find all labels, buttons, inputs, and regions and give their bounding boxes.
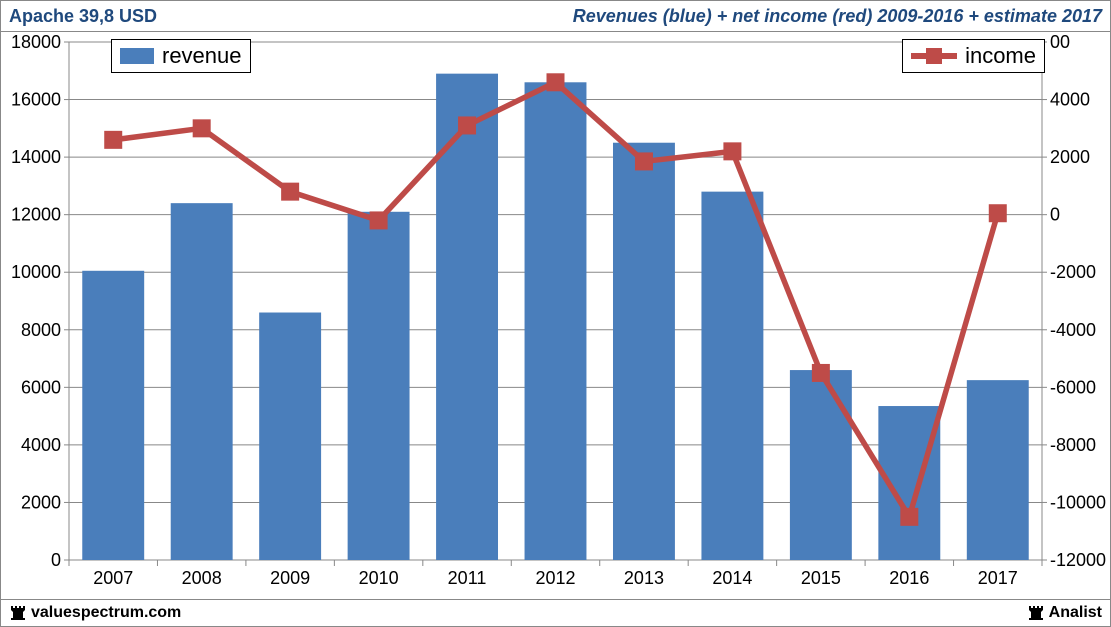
income-marker-2013 [635, 152, 653, 170]
income-marker-2015 [812, 364, 830, 382]
svg-text:-8000: -8000 [1050, 435, 1096, 455]
income-marker-2016 [900, 508, 918, 526]
svg-text:2000: 2000 [1050, 147, 1090, 167]
xtick-label: 2016 [889, 568, 929, 588]
title-left: Apache 39,8 USD [9, 6, 157, 27]
legend-income-label: income [965, 43, 1036, 69]
bar-2008 [171, 203, 233, 560]
svg-text:00: 00 [1050, 32, 1070, 52]
xtick-label: 2017 [978, 568, 1018, 588]
rook-icon [9, 604, 27, 622]
title-bar: Apache 39,8 USD Revenues (blue) + net in… [1, 1, 1110, 32]
bar-2009 [259, 313, 321, 560]
svg-text:4000: 4000 [21, 435, 61, 455]
income-marker-2017 [989, 204, 1007, 222]
svg-text:2000: 2000 [21, 492, 61, 512]
bar-2010 [348, 212, 410, 560]
plot-area: 0 2000 4000 6000 8000 10000 12000 14000 16000 180… [1, 32, 1110, 600]
svg-text:-4000: -4000 [1050, 320, 1096, 340]
svg-text:-2000: -2000 [1050, 262, 1096, 282]
svg-text:12000: 12000 [11, 205, 61, 225]
income-marker-2009 [281, 183, 299, 201]
svg-text:-10000: -10000 [1050, 492, 1106, 512]
xtick-label: 2008 [182, 568, 222, 588]
chart-frame: Apache 39,8 USD Revenues (blue) + net in… [0, 0, 1111, 627]
income-marker-2008 [193, 119, 211, 137]
bar-2014 [701, 192, 763, 560]
svg-text:-12000: -12000 [1050, 550, 1106, 570]
footer-left: valuespectrum.com [9, 604, 181, 622]
footer-bar: valuespectrum.com Analist [1, 599, 1110, 626]
income-marker-2014 [723, 142, 741, 160]
svg-text:14000: 14000 [11, 147, 61, 167]
bar-2015 [790, 370, 852, 560]
footer-right: Analist [1027, 604, 1102, 622]
xtick-label: 2009 [270, 568, 310, 588]
svg-text:0: 0 [1050, 205, 1060, 225]
xtick-label: 2015 [801, 568, 841, 588]
svg-text:10000: 10000 [11, 262, 61, 282]
income-marker-2007 [104, 131, 122, 149]
title-right: Revenues (blue) + net income (red) 2009-… [573, 6, 1102, 27]
svg-text:16000: 16000 [11, 90, 61, 110]
svg-text:0: 0 [51, 550, 61, 570]
xtick-label: 2011 [448, 568, 487, 588]
legend-revenue-swatch [120, 48, 154, 64]
legend-income-swatch [911, 45, 957, 67]
svg-text:8000: 8000 [21, 320, 61, 340]
bar-2017 [967, 380, 1029, 560]
income-marker-2011 [458, 116, 476, 134]
chart-svg: 0 2000 4000 6000 8000 10000 12000 14000 16000 180… [1, 32, 1110, 600]
xtick-label: 2007 [93, 568, 133, 588]
legend-revenue-label: revenue [162, 43, 242, 69]
rook-icon [1027, 604, 1045, 622]
income-marker-2010 [370, 211, 388, 229]
legend-income: income [902, 39, 1045, 73]
svg-text:6000: 6000 [21, 377, 61, 397]
bar-2007 [82, 271, 144, 560]
income-marker-2012 [547, 73, 565, 91]
xtick-label: 2012 [535, 568, 575, 588]
svg-text:18000: 18000 [11, 32, 61, 52]
bar-2012 [525, 82, 587, 560]
footer-right-text: Analist [1049, 604, 1102, 622]
svg-text:4000: 4000 [1050, 90, 1090, 110]
xtick-label: 2013 [624, 568, 664, 588]
bar-2013 [613, 143, 675, 560]
svg-text:-6000: -6000 [1050, 377, 1096, 397]
xtick-label: 2014 [712, 568, 752, 588]
footer-left-text: valuespectrum.com [31, 604, 181, 622]
legend-revenue: revenue [111, 39, 251, 73]
xtick-label: 2010 [359, 568, 399, 588]
